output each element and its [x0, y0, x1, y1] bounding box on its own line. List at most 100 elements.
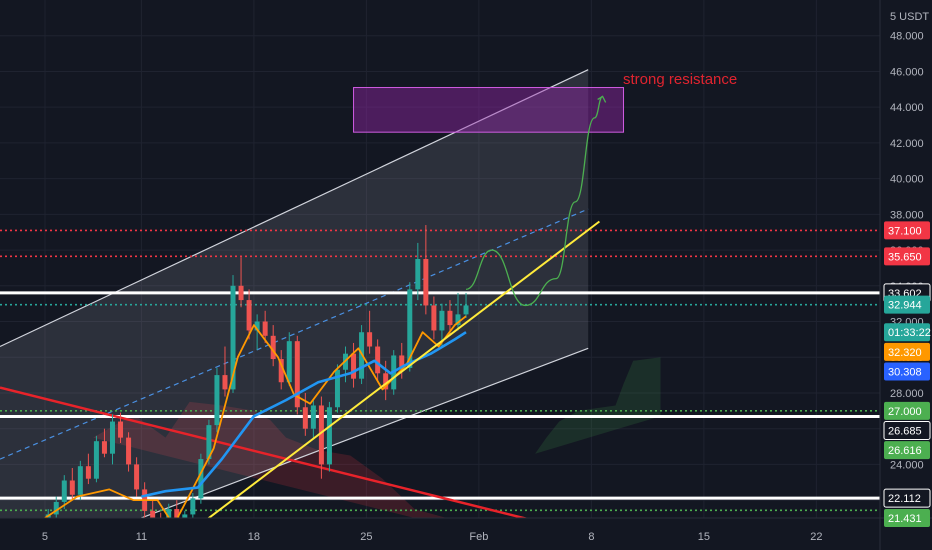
candle-body: [455, 314, 461, 326]
candle-body: [101, 441, 107, 454]
candle-body: [351, 353, 357, 379]
y-tick-label: 38.000: [890, 209, 924, 221]
candle-body: [61, 480, 67, 502]
candle-body: [69, 480, 75, 495]
candle-body: [367, 332, 373, 347]
candle-body: [214, 375, 220, 426]
channel-upper-line: [0, 69, 589, 348]
x-tick-label: 8: [588, 531, 594, 543]
candle-body: [463, 305, 469, 315]
price-tag-label: 32.944: [888, 300, 922, 312]
y-tick-label: 28.000: [890, 388, 924, 400]
x-axis[interactable]: 5 11 18 25 Feb 8 15 22: [42, 531, 823, 543]
strong-resistance-label: strong resistance: [623, 71, 737, 88]
candle-body: [262, 321, 268, 336]
candle-body: [439, 310, 445, 331]
price-tag-box: [884, 323, 930, 342]
candle-body: [190, 498, 196, 515]
candle-body: [270, 335, 276, 360]
price-tag-box: [884, 342, 930, 361]
candle-body: [109, 421, 115, 454]
y-tick-label: 44.000: [890, 102, 924, 114]
candle-body: [447, 310, 453, 326]
price-tag-label: 30.308: [888, 367, 922, 379]
price-tag-box: [884, 401, 930, 420]
y-tick-label: 48.000: [890, 31, 924, 43]
price-tag-label: 35.650: [888, 251, 922, 263]
x-tick-label: 5: [42, 531, 48, 543]
price-tag-box: [884, 295, 930, 314]
candle-body: [118, 421, 124, 438]
candle-body: [318, 405, 324, 465]
candle-body: [302, 407, 308, 429]
moving-averages: [44, 315, 467, 526]
candle-body: [407, 289, 413, 368]
x-tick-label: 25: [360, 531, 372, 543]
candle-body: [238, 285, 244, 301]
x-axis-background: [0, 518, 932, 550]
price-tag-label: 27.000: [888, 406, 922, 418]
price-tag-box: [884, 247, 930, 266]
price-tag-box: [884, 362, 930, 381]
price-tag-box: [884, 221, 930, 240]
horizontal-levels: [0, 229, 880, 512]
candle-body: [399, 355, 405, 368]
downtrend-line-path: [0, 386, 560, 529]
support-trendline-path: [203, 220, 601, 523]
resistance-zone[interactable]: [353, 87, 625, 133]
downtrend-line: [0, 386, 560, 529]
price-tag-label: 01:33:22: [888, 327, 931, 339]
candle-body: [423, 259, 429, 306]
projection-curve: [465, 95, 603, 307]
projection-arrowhead: [597, 95, 607, 103]
x-tick-label: 11: [136, 531, 147, 543]
candle-body: [230, 285, 236, 390]
candle-body: [126, 437, 132, 465]
candle-body: [286, 341, 292, 383]
candle-body: [415, 259, 421, 290]
x-tick-label: Feb: [469, 531, 488, 543]
x-tick-label: 15: [698, 531, 710, 543]
candle-body: [198, 459, 204, 499]
price-tag-box: [884, 441, 930, 460]
y-tick-label: 42.000: [890, 138, 924, 150]
price-tag-label: 26.685: [888, 425, 922, 437]
candle-body: [294, 341, 300, 408]
candle-body: [222, 375, 228, 390]
channel-fill: [0, 69, 589, 550]
candle-body: [383, 373, 389, 390]
candle-body: [375, 346, 381, 374]
price-tag-box: [883, 420, 931, 440]
bullish-cloud: [535, 357, 661, 454]
price-tag-label: 26.616: [888, 445, 922, 457]
candle-body: [206, 425, 212, 460]
y-tick-label: 40.000: [890, 174, 924, 186]
price-tags: 37.10035.65033.60232.94401:33:2232.32030…: [883, 221, 931, 527]
projection-path: [465, 95, 607, 307]
candle-body: [246, 300, 252, 331]
candle-body: [93, 441, 99, 479]
support-trendline[interactable]: [203, 220, 601, 523]
price-tag-label: 37.100: [888, 225, 922, 237]
price-tag-box: [883, 488, 931, 508]
candle-body: [310, 405, 316, 429]
candle-body: [326, 407, 332, 465]
candle-body: [53, 501, 59, 515]
candle-body: [174, 509, 180, 518]
candle-body: [334, 369, 340, 408]
candle-body: [278, 359, 284, 383]
x-tick-label: 22: [810, 531, 822, 543]
x-tick-label: 18: [248, 531, 260, 543]
candle-body: [134, 464, 140, 490]
moving-average-orange: [44, 315, 467, 526]
candle-body: [182, 514, 188, 518]
candle-body: [85, 466, 91, 479]
currency-label: 5 USDT: [890, 11, 929, 23]
price-tag-label: 21.431: [888, 513, 922, 525]
price-tag-label: 32.320: [888, 347, 922, 359]
moving-average-blue: [141, 331, 467, 498]
price-tag-label: 22.112: [888, 493, 921, 505]
y-tick-label: 24.000: [890, 459, 924, 471]
